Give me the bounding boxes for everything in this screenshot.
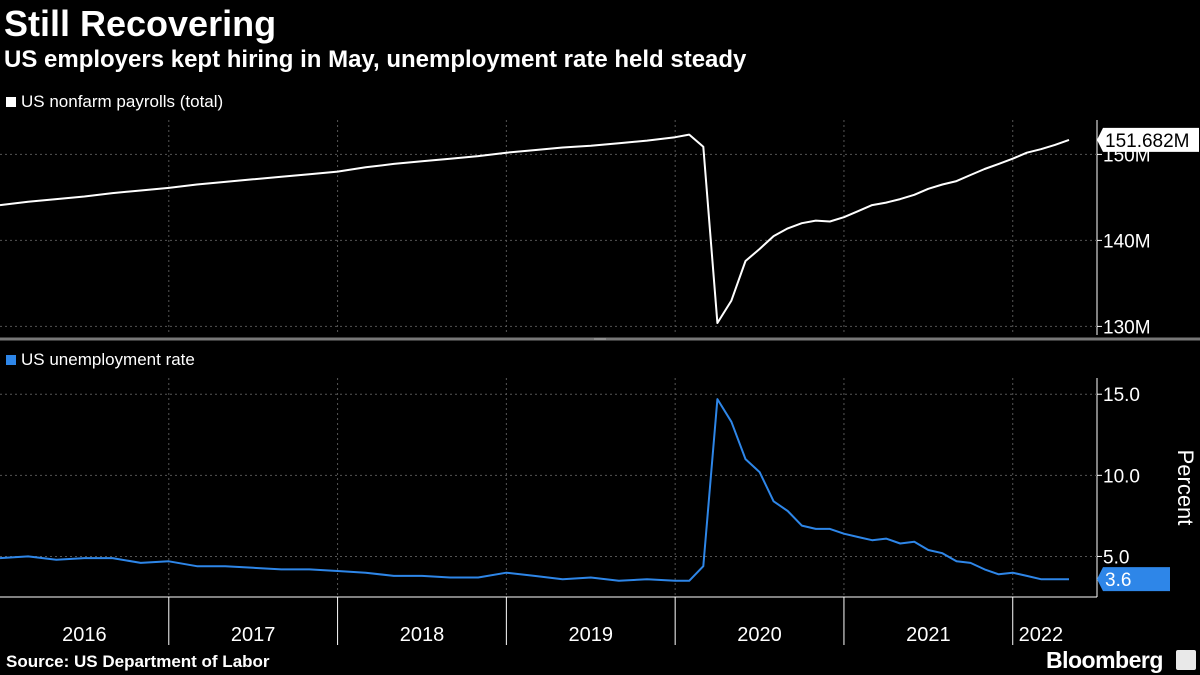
series-line-unemployment: [0, 398, 1069, 582]
legend-unemployment: US unemployment rate: [6, 350, 195, 370]
x-tick-label: 2020: [737, 624, 782, 646]
y-tick-label-unemployment: 5.0: [1103, 547, 1129, 568]
x-tick-label: 2016: [62, 624, 107, 646]
y-axis-title: Percent: [1173, 450, 1198, 526]
last-value-label: 3.6: [1105, 570, 1131, 591]
legend-payrolls-label: US nonfarm payrolls (total): [21, 92, 224, 111]
last-value-flag-bg: [1097, 127, 1199, 152]
legend-unemployment-label: US unemployment rate: [21, 350, 195, 369]
legend-swatch-blue: [6, 355, 16, 365]
last-value-flag-bg: [1097, 567, 1170, 592]
chart-subtitle: US employers kept hiring in May, unemplo…: [4, 46, 747, 73]
x-tick-label: 2021: [906, 624, 951, 646]
y-tick-label-unemployment: 15.0: [1103, 385, 1140, 406]
last-value-flag-payrolls: 151.682M: [1097, 127, 1199, 152]
y-tick-label-payrolls: 140M: [1103, 231, 1151, 252]
source-note: Source: US Department of Labor: [6, 652, 270, 671]
legend-payrolls: US nonfarm payrolls (total): [6, 92, 223, 112]
x-tick-label: 2019: [569, 624, 614, 646]
legend-swatch-white: [6, 97, 16, 107]
y-tick-label-unemployment: 10.0: [1103, 466, 1140, 487]
x-tick-label: 2018: [400, 624, 445, 646]
bloomberg-mark-icon: [1176, 650, 1196, 670]
last-value-label: 151.682M: [1105, 131, 1190, 152]
last-value-flag-unemployment: 3.6: [1097, 567, 1170, 592]
bloomberg-logo: Bloomberg: [1046, 647, 1163, 673]
x-tick-label: 2022: [1019, 624, 1064, 646]
series-line-payrolls: [0, 133, 1070, 324]
x-tick-label: 2017: [231, 624, 276, 646]
y-tick-label-payrolls: 130M: [1103, 317, 1151, 338]
chart-title: Still Recovering: [4, 3, 277, 44]
